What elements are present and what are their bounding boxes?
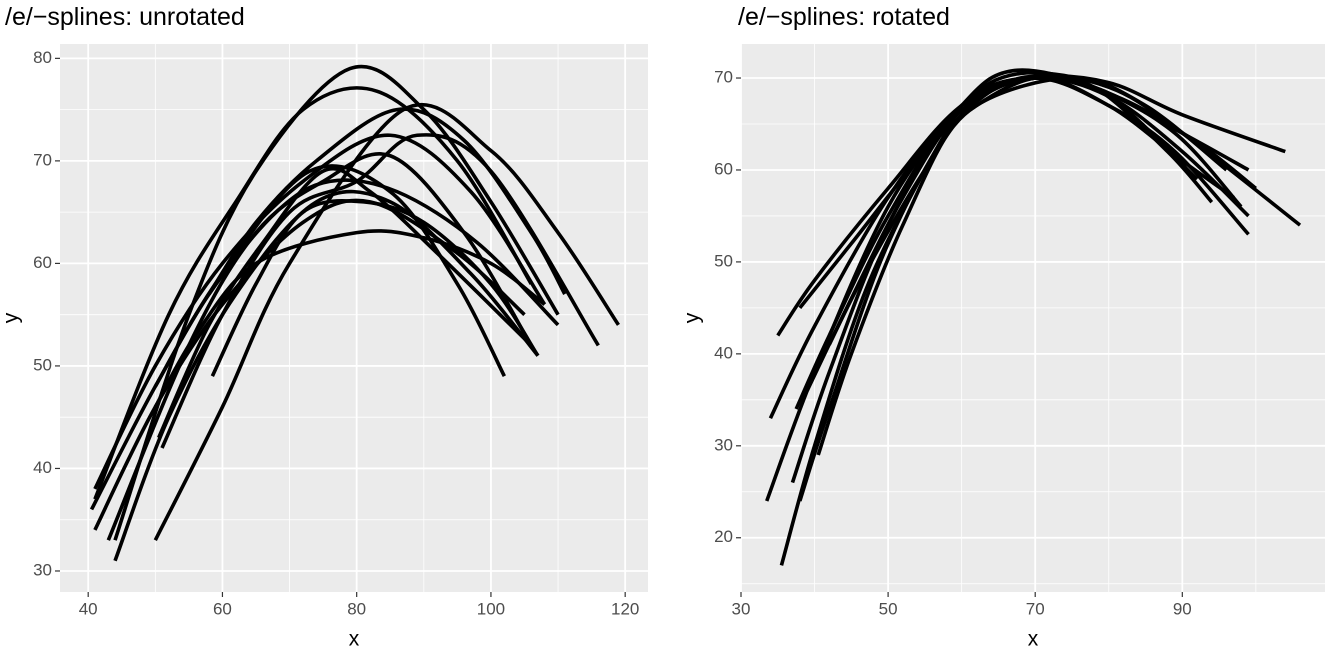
y-axis-label: y — [0, 312, 23, 323]
spline — [210, 198, 540, 377]
spline — [798, 75, 1199, 502]
y-tick-label: 30 — [33, 560, 52, 579]
spline — [153, 102, 620, 542]
y-axis-label: y — [681, 312, 704, 323]
plot-background — [60, 44, 648, 592]
x-tick-label: 60 — [213, 599, 232, 618]
x-tick-label: 50 — [879, 599, 898, 618]
y-tick-label: 40 — [714, 343, 733, 362]
x-tick-label: 100 — [477, 599, 505, 618]
x-tick-label: 120 — [611, 599, 639, 618]
y-tick-label: 50 — [33, 355, 52, 374]
spline — [153, 229, 546, 408]
spline — [207, 107, 567, 296]
spline — [93, 198, 526, 531]
x-tick-label: 70 — [1026, 599, 1045, 618]
spline — [153, 178, 560, 388]
y-tick-label: 60 — [33, 253, 52, 272]
y-tick-label: 60 — [714, 159, 733, 178]
spline — [794, 76, 1250, 410]
chart-title: /e/−splines: unrotated — [5, 3, 245, 31]
spline — [157, 167, 533, 439]
y-tick-label: 40 — [33, 458, 52, 477]
x-axis-label: x — [349, 628, 360, 651]
spline — [93, 86, 533, 500]
x-tick-label: 40 — [79, 599, 98, 618]
y-tick-label: 70 — [714, 68, 733, 87]
y-tick-label: 30 — [714, 435, 733, 454]
x-tick-label: 90 — [1173, 599, 1192, 618]
y-tick-label: 20 — [714, 527, 733, 546]
x-axis-label: x — [1028, 628, 1039, 651]
spline — [89, 164, 506, 511]
plot-background — [741, 44, 1325, 592]
spline — [93, 133, 547, 490]
x-tick-label: 30 — [732, 599, 751, 618]
y-tick-label: 50 — [714, 251, 733, 270]
y-tick-label: 80 — [33, 48, 52, 67]
chart-title: /e/−splines: rotated — [738, 3, 950, 31]
spline — [827, 76, 1228, 346]
y-tick-label: 70 — [33, 150, 52, 169]
x-tick-label: 80 — [347, 599, 366, 618]
